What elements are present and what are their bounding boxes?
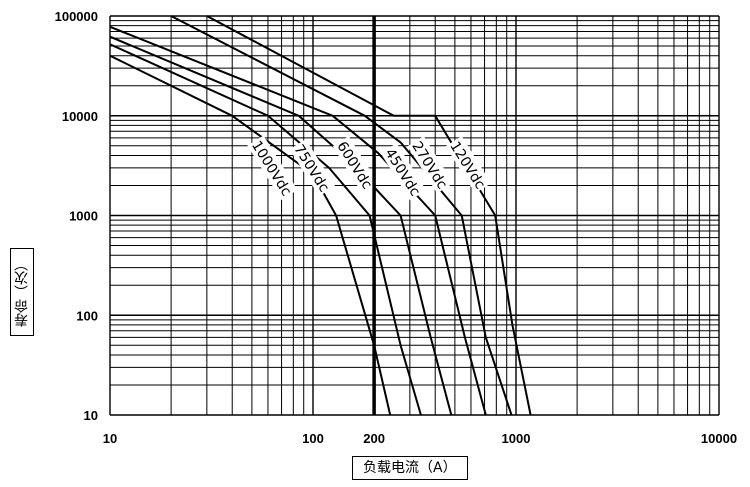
x-tick-label: 10 [103,431,117,446]
y-axis-label: 寿命（次） [10,248,34,336]
y-tick-label: 10000 [62,109,98,124]
x-axis-label: 负载电流（A） [352,456,468,480]
tick-labels: 10 100 1000 10000 200 10 100 1000 10000 100000 [55,9,737,446]
series-line-750vdc [109,43,422,416]
x-tick-label: 1000 [502,431,531,446]
x-tick-label: 10000 [701,431,737,446]
y-tick-label: 100 [76,308,98,323]
y-tick-label: 100000 [55,9,98,24]
marker-tick-label: 200 [363,431,385,446]
y-tick-label: 10 [84,408,98,423]
series-line-1000vdc [109,54,392,416]
x-tick-label: 100 [302,431,324,446]
y-tick-label: 1000 [69,209,98,224]
